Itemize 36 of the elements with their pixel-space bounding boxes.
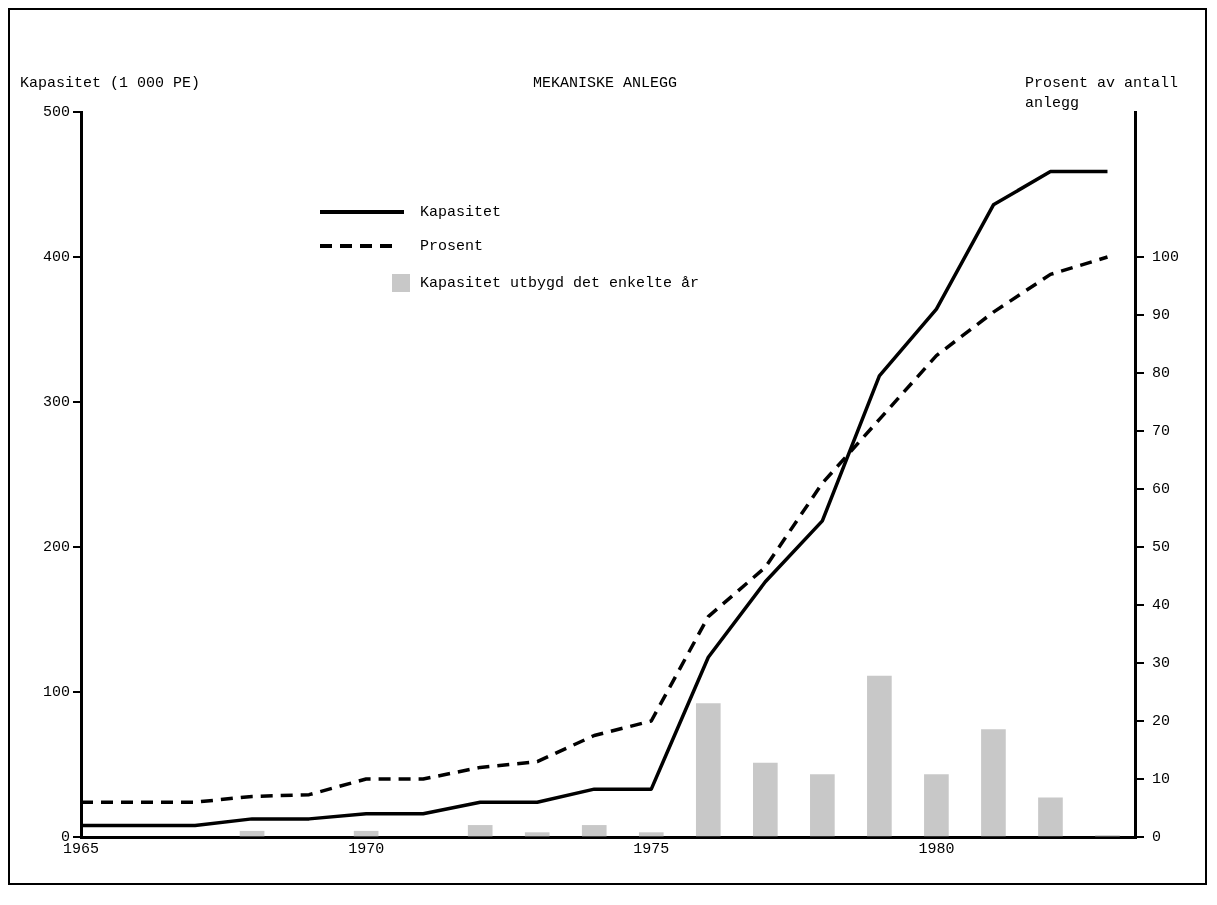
bar bbox=[924, 774, 949, 837]
bar bbox=[581, 825, 607, 837]
y2-tick-label: 20 bbox=[1152, 712, 1171, 730]
x-tick-label: 1970 bbox=[348, 840, 385, 858]
y-tick-label: 200 bbox=[42, 538, 70, 556]
bar bbox=[981, 729, 1006, 837]
y2-tick-label: 50 bbox=[1152, 538, 1171, 556]
bar bbox=[467, 825, 493, 837]
y2-tick-label: 80 bbox=[1152, 364, 1171, 382]
y-tick-label: 400 bbox=[42, 248, 70, 266]
y2-tick-label: 10 bbox=[1152, 770, 1171, 788]
y-tick-label: 500 bbox=[42, 103, 70, 121]
legend-label: Kapasitet utbygd det enkelte år bbox=[420, 274, 700, 292]
y-axis-title: Kapasitet (1 000 PE) bbox=[20, 74, 201, 94]
y2-tick-label: 60 bbox=[1152, 480, 1171, 498]
legend-label: Prosent bbox=[420, 237, 484, 255]
legend-label: Kapasitet bbox=[420, 203, 502, 221]
y2-tick-label: 40 bbox=[1152, 596, 1171, 614]
y-tick-label: 100 bbox=[42, 683, 70, 701]
y2-tick-label: 100 bbox=[1152, 248, 1180, 266]
bar bbox=[752, 762, 778, 837]
y2-tick-label: 30 bbox=[1152, 654, 1171, 672]
bar bbox=[810, 774, 835, 837]
chart-title: MEKANISKE ANLEGG bbox=[532, 74, 678, 94]
y2-tick-label: 90 bbox=[1152, 306, 1171, 324]
y2-tick-label: 0 bbox=[1152, 828, 1162, 846]
bar bbox=[524, 832, 550, 837]
y2-tick-label: 70 bbox=[1152, 422, 1171, 440]
y-tick-label: 300 bbox=[42, 393, 70, 411]
x-tick-label: 1975 bbox=[633, 840, 670, 858]
y2-axis-title: Prosent av antall anlegg bbox=[1025, 74, 1180, 114]
bar bbox=[867, 675, 892, 837]
x-tick-label: 1980 bbox=[918, 840, 955, 858]
bar bbox=[1038, 797, 1063, 837]
bar bbox=[695, 703, 721, 837]
bar bbox=[638, 832, 664, 837]
